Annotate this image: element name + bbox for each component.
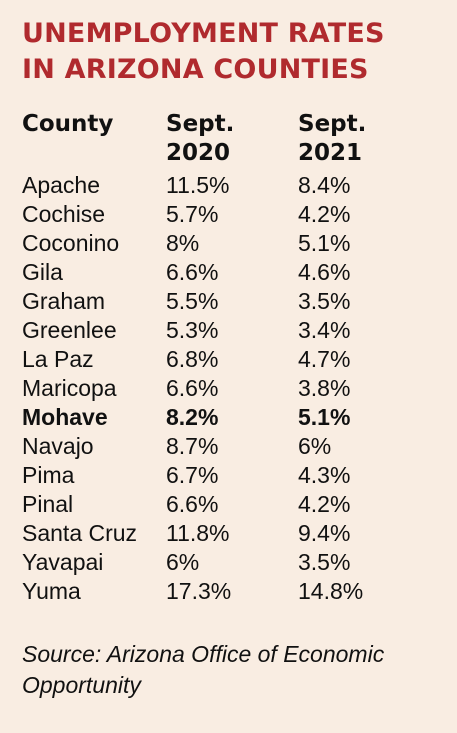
sept-2020-cell: 8.7%	[166, 433, 219, 459]
sept-2020-cell: 8%	[166, 230, 200, 256]
sept-2021-column-header: Sept. 2021	[298, 110, 366, 168]
sept-2021-cell: 3.5%	[298, 288, 351, 314]
sept-2021-cell: 4.6%	[298, 259, 351, 285]
sept-2020-cell: 11.5%	[166, 172, 230, 198]
sept-2021-cell: 5.1%	[298, 230, 351, 256]
table-row: Maricopa 6.6% 3.8%	[22, 374, 442, 403]
table-row: Yuma 17.3% 14.8%	[22, 577, 442, 606]
sept-2021-cell: 4.2%	[298, 491, 351, 517]
sept-2021-cell: 4.7%	[298, 346, 351, 372]
sept-2020-cell: 6.6%	[166, 375, 219, 401]
sept-2020-cell: 8.2%	[166, 404, 219, 430]
table-body: Apache 11.5% 8.4% Cochise 5.7% 4.2% Coconino 8%…	[22, 171, 442, 606]
sept-2020-cell: 6.6%	[166, 259, 219, 285]
county-cell: Maricopa	[22, 375, 117, 401]
sept-2020-cell: 6.7%	[166, 462, 219, 488]
sept-2020-cell: 17.3%	[166, 578, 232, 604]
table-row: Yavapai 6% 3.5%	[22, 548, 442, 577]
sept-2020-header-line1: Sept.	[166, 111, 235, 137]
sept-2020-cell: 6.6%	[166, 491, 219, 517]
sept-2021-cell: 5.1%	[298, 404, 351, 430]
table-row: Coconino 8% 5.1%	[22, 229, 442, 258]
county-cell: Pima	[22, 462, 75, 488]
page-title: UNEMPLOYMENT RATES IN ARIZONA COUNTIES	[22, 16, 442, 88]
sept-2020-cell: 5.7%	[166, 201, 219, 227]
table-row: Navajo 8.7% 6%	[22, 432, 442, 461]
table-row: Cochise 5.7% 4.2%	[22, 200, 442, 229]
table-row: Mohave 8.2% 5.1%	[22, 403, 442, 432]
sept-2021-cell: 9.4%	[298, 520, 351, 546]
county-cell: Yavapai	[22, 549, 104, 575]
table-row: Santa Cruz 11.8% 9.4%	[22, 519, 442, 548]
county-cell: Santa Cruz	[22, 520, 138, 546]
title-line-1: UNEMPLOYMENT RATES	[22, 18, 385, 49]
table-header: County Sept. 2020 Sept. 2021	[22, 110, 442, 172]
sept-2020-cell: 11.8%	[166, 520, 230, 546]
sept-2020-column-header: Sept. 2020	[166, 110, 234, 168]
county-cell: Greenlee	[22, 317, 117, 343]
sept-2020-cell: 6%	[166, 549, 200, 575]
county-header-label: County	[22, 111, 114, 137]
county-cell: Mohave	[22, 404, 108, 430]
sept-2021-cell: 4.3%	[298, 462, 351, 488]
county-cell: Apache	[22, 172, 101, 198]
table-row: La Paz 6.8% 4.7%	[22, 345, 442, 374]
table-row: Greenlee 5.3% 3.4%	[22, 316, 442, 345]
sept-2021-header-line2: 2021	[298, 140, 363, 166]
table-row: Apache 11.5% 8.4%	[22, 171, 442, 200]
county-cell: La Paz	[22, 346, 94, 372]
county-column-header: County	[22, 110, 113, 139]
sept-2021-cell: 3.5%	[298, 549, 351, 575]
sept-2021-cell: 8.4%	[298, 172, 351, 198]
sept-2021-cell: 14.8%	[298, 578, 364, 604]
title-line-2: IN ARIZONA COUNTIES	[22, 54, 369, 85]
county-cell: Cochise	[22, 201, 106, 227]
sept-2021-cell: 6%	[298, 433, 332, 459]
sept-2020-cell: 5.5%	[166, 288, 219, 314]
table-row: Pinal 6.6% 4.2%	[22, 490, 442, 519]
county-cell: Coconino	[22, 230, 120, 256]
county-cell: Navajo	[22, 433, 94, 459]
sept-2020-cell: 6.8%	[166, 346, 219, 372]
table-row: Pima 6.7% 4.3%	[22, 461, 442, 490]
county-cell: Pinal	[22, 491, 74, 517]
county-cell: Gila	[22, 259, 63, 285]
sept-2021-header-line1: Sept.	[298, 111, 367, 137]
sept-2021-cell: 3.4%	[298, 317, 351, 343]
county-cell: Yuma	[22, 578, 81, 604]
source-note: Source: Arizona Office of Economic Oppor…	[22, 641, 385, 698]
sept-2021-cell: 4.2%	[298, 201, 351, 227]
county-cell: Graham	[22, 288, 106, 314]
table-row: Graham 5.5% 3.5%	[22, 287, 442, 316]
sept-2020-cell: 5.3%	[166, 317, 219, 343]
sept-2020-header-line2: 2020	[166, 140, 231, 166]
table-row: Gila 6.6% 4.6%	[22, 258, 442, 287]
sept-2021-cell: 3.8%	[298, 375, 351, 401]
